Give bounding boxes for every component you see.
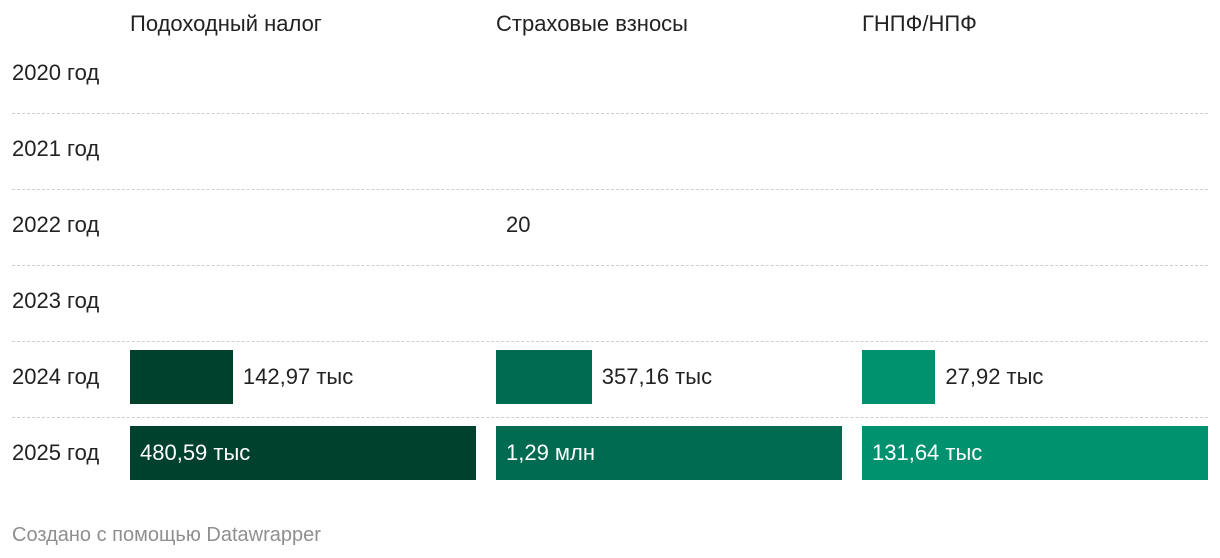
value-label-3-5: 27,92 тыс [945,364,1044,389]
bar-1-5 [130,350,233,404]
row-separator [12,265,1208,266]
footer-credit: Создано с помощью Datawrapper [12,524,321,546]
row-label-5: 2024 год [12,364,100,389]
row-separator [12,113,1208,114]
bar-2-6 [496,426,842,480]
row-label-4: 2023 год [12,288,100,313]
row-separator [12,417,1208,418]
value-label-2-6: 1,29 млн [506,440,596,465]
bar-3-5 [862,350,936,404]
value-label-3-6: 131,64 тыс [872,440,983,465]
column-header-2: Страховые взносы [496,11,688,36]
column-header-1: Подоходный налог [130,11,322,36]
row-separator [12,189,1208,190]
bar-2-5 [496,350,592,404]
row-separator [12,341,1208,342]
row-label-1: 2020 год [12,60,100,85]
bar-1-6 [130,426,476,480]
row-label-2: 2021 год [12,136,100,161]
value-label-1-6: 480,59 тыс [140,440,251,465]
column-header-3: ГНПФ/НПФ [862,11,977,36]
bar-3-6 [862,426,1208,480]
value-label-1-5: 142,97 тыс [242,364,354,389]
row-label-3: 2022 год [12,212,100,237]
row-label-6: 2025 год [12,440,100,465]
value-label-2-5: 357,16 тыс [601,364,713,389]
value-label-2-3: 20 [506,212,531,237]
